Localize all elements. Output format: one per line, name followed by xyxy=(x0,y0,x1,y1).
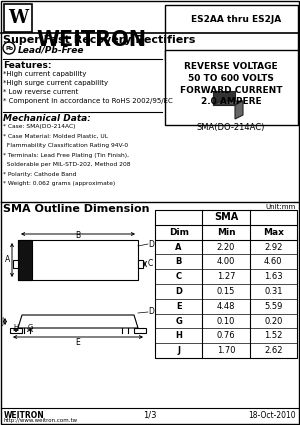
Text: 1.27: 1.27 xyxy=(217,272,235,281)
Text: 4.60: 4.60 xyxy=(264,257,283,266)
Bar xyxy=(4,4,32,32)
Text: SMA Outline Dimension: SMA Outline Dimension xyxy=(3,204,149,214)
Text: 2.92: 2.92 xyxy=(264,243,283,252)
Text: Solderable per MIL-STD-202, Method 208: Solderable per MIL-STD-202, Method 208 xyxy=(3,162,130,167)
Text: http://www.weitron.com.tw: http://www.weitron.com.tw xyxy=(4,418,78,423)
Text: 4.48: 4.48 xyxy=(217,302,235,311)
Text: 5.59: 5.59 xyxy=(264,302,283,311)
Bar xyxy=(18,240,138,280)
Text: C: C xyxy=(176,272,182,281)
Text: *High current capability: *High current capability xyxy=(3,71,86,77)
Text: * Case Material: Molded Plastic, UL: * Case Material: Molded Plastic, UL xyxy=(3,133,108,139)
Text: 2.20: 2.20 xyxy=(217,243,235,252)
Bar xyxy=(155,210,297,358)
Text: E: E xyxy=(76,338,80,347)
Text: Features:: Features: xyxy=(3,61,52,70)
Bar xyxy=(18,240,32,280)
Text: B: B xyxy=(75,231,81,240)
Text: D: D xyxy=(148,240,154,249)
Bar xyxy=(175,8,297,28)
Text: Pb: Pb xyxy=(5,45,13,51)
Text: C: C xyxy=(148,260,153,269)
Text: G: G xyxy=(27,324,33,330)
Text: SMA(DO-214AC): SMA(DO-214AC) xyxy=(197,123,265,132)
Text: Unit:mm: Unit:mm xyxy=(266,204,296,210)
Text: Mechanical Data:: Mechanical Data: xyxy=(3,114,91,123)
Text: 1.52: 1.52 xyxy=(264,332,283,340)
Bar xyxy=(10,328,22,333)
Text: WEITRON: WEITRON xyxy=(36,30,146,50)
Text: W: W xyxy=(8,9,28,27)
Bar xyxy=(213,91,235,105)
Text: 0.76: 0.76 xyxy=(217,332,235,340)
Text: WEITRON: WEITRON xyxy=(4,411,45,420)
Text: *High surge current capability: *High surge current capability xyxy=(3,80,108,86)
Polygon shape xyxy=(235,101,243,119)
Text: 0.10: 0.10 xyxy=(217,317,235,326)
Text: * Component in accordance to RoHS 2002/95/EC: * Component in accordance to RoHS 2002/9… xyxy=(3,98,173,104)
Text: A: A xyxy=(5,255,10,264)
Polygon shape xyxy=(213,101,243,105)
Text: 0.20: 0.20 xyxy=(264,317,283,326)
Text: REVERSE VOLTAGE
50 TO 600 VOLTS
FORWARD CURRENT
2.0 AMPERE: REVERSE VOLTAGE 50 TO 600 VOLTS FORWARD … xyxy=(180,62,282,106)
Text: A: A xyxy=(176,243,182,252)
Text: G: G xyxy=(175,317,182,326)
Circle shape xyxy=(3,42,15,54)
Bar xyxy=(165,50,298,125)
Text: Min: Min xyxy=(217,228,235,237)
Text: 1.63: 1.63 xyxy=(264,272,283,281)
Text: Super Fast Recovery Rectifiers: Super Fast Recovery Rectifiers xyxy=(3,35,195,45)
Text: J: J xyxy=(177,346,180,355)
Text: 0.15: 0.15 xyxy=(217,287,235,296)
Text: H: H xyxy=(175,332,182,340)
Text: D: D xyxy=(175,287,182,296)
Bar xyxy=(13,260,18,268)
Text: * Weight: 0.062 grams (approximate): * Weight: 0.062 grams (approximate) xyxy=(3,181,115,186)
Text: * Low reverse current: * Low reverse current xyxy=(3,89,78,95)
Text: 4.00: 4.00 xyxy=(217,257,235,266)
Bar xyxy=(138,260,143,268)
Text: Dim: Dim xyxy=(169,228,189,237)
Text: Lead/Pb-Free: Lead/Pb-Free xyxy=(18,45,85,54)
Text: * Case: SMA(DO-214AC): * Case: SMA(DO-214AC) xyxy=(3,124,76,129)
Text: E: E xyxy=(176,302,182,311)
Bar xyxy=(134,328,146,333)
Text: ES2AA thru ES2JA: ES2AA thru ES2JA xyxy=(191,14,281,23)
Text: B: B xyxy=(176,257,182,266)
Text: 1/3: 1/3 xyxy=(143,411,157,420)
Text: * Terminals: Lead Free Plating (Tin Finish),: * Terminals: Lead Free Plating (Tin Fini… xyxy=(3,153,129,158)
Text: D: D xyxy=(148,308,154,317)
Text: 1.70: 1.70 xyxy=(217,346,235,355)
Text: Max: Max xyxy=(263,228,284,237)
Text: J: J xyxy=(2,317,4,326)
Text: H: H xyxy=(14,324,19,330)
Text: Flammability Classification Rating 94V-0: Flammability Classification Rating 94V-0 xyxy=(3,143,128,148)
Polygon shape xyxy=(18,315,138,328)
Text: 0.31: 0.31 xyxy=(264,287,283,296)
Text: 2.62: 2.62 xyxy=(264,346,283,355)
Bar xyxy=(165,5,298,60)
Text: 18-Oct-2010: 18-Oct-2010 xyxy=(248,411,296,420)
Text: * Polarity: Cathode Band: * Polarity: Cathode Band xyxy=(3,172,76,176)
Text: SMA: SMA xyxy=(214,212,238,222)
